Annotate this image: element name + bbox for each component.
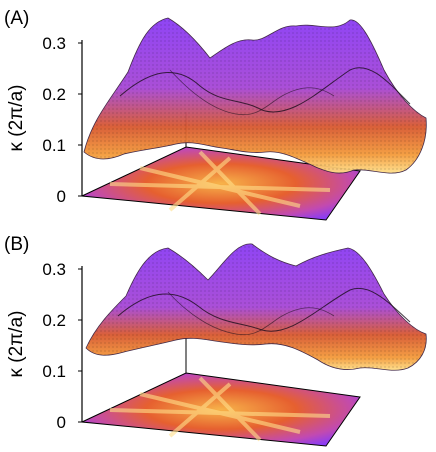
surface-mesh-a	[84, 18, 427, 174]
z-axis-label: κ (2π/a)	[6, 311, 27, 378]
z-tick-label: 0.3	[42, 260, 66, 279]
surface-ridge-b2	[167, 291, 335, 336]
z-tick-label: 0.2	[42, 85, 66, 104]
panel-a: 0 0.1 0.2 0.3 κ (2π/a) (A)	[4, 8, 427, 221]
base-pattern	[109, 376, 331, 442]
panel-a-svg: 0 0.1 0.2 0.3 κ (2π/a) (A)	[4, 8, 427, 221]
z-axis-label: κ (2π/a)	[6, 85, 27, 152]
base-pattern	[109, 150, 331, 216]
panel-b: 0 0.1 0.2 0.3 κ (2π/a) (B)	[0, 226, 436, 452]
z-tick-label: 0.1	[42, 362, 66, 381]
z-tick-label: 0.3	[42, 34, 66, 53]
panel-label: (A)	[4, 8, 29, 29]
panel-b-svg: 0 0.1 0.2 0.3 κ (2π/a) (B)	[4, 234, 427, 447]
surface-ridge-a2	[169, 69, 335, 116]
surface-ridge-a	[119, 67, 411, 113]
z-tick-label: 0.1	[42, 136, 66, 155]
surface-ridge-b	[117, 287, 411, 332]
panel-label: (B)	[4, 234, 29, 255]
z-tick-label: 0.2	[42, 311, 66, 330]
z-tick-label: 0	[57, 187, 66, 206]
surface-mesh-b	[86, 243, 427, 371]
z-tick-label: 0	[57, 413, 66, 432]
